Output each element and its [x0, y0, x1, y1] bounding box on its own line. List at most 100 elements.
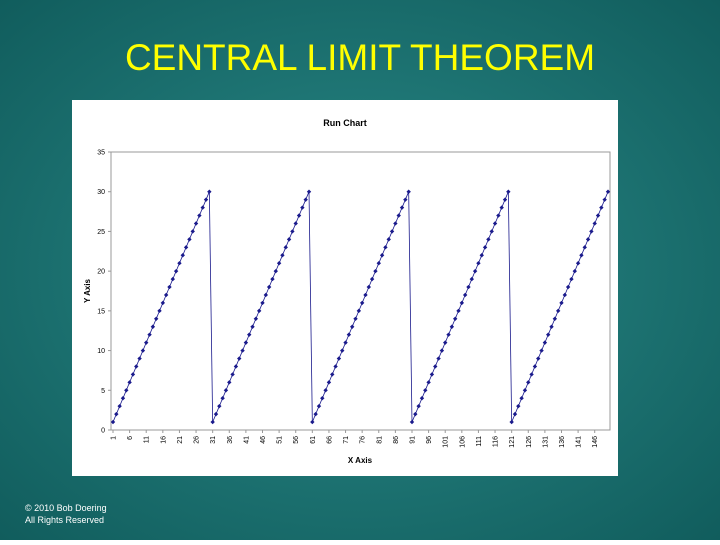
y-tick-label: 20 — [97, 269, 105, 276]
data-point — [210, 419, 215, 425]
data-point — [120, 396, 126, 401]
data-point — [187, 237, 192, 242]
data-point — [539, 348, 544, 353]
data-point — [124, 388, 129, 393]
y-tick-label: 30 — [97, 189, 105, 196]
data-point — [509, 419, 514, 425]
data-point — [190, 229, 195, 234]
data-point — [150, 324, 156, 329]
data-point — [559, 300, 564, 306]
data-point — [266, 284, 272, 290]
data-point — [443, 340, 448, 345]
data-point — [406, 189, 411, 194]
data-point — [605, 189, 611, 194]
data-point — [243, 340, 249, 345]
data-point — [433, 364, 438, 369]
data-point — [256, 308, 262, 314]
data-point — [399, 205, 405, 210]
data-point — [343, 340, 348, 345]
x-tick-label: 36 — [227, 436, 234, 444]
data-point — [459, 300, 465, 306]
data-point — [316, 403, 322, 409]
data-point — [472, 268, 478, 274]
data-point — [213, 411, 219, 417]
x-tick-label: 26 — [194, 436, 201, 444]
x-tick-label: 136 — [559, 436, 566, 448]
x-tick-label: 76 — [360, 436, 367, 444]
y-tick-label: 25 — [97, 229, 105, 236]
data-point — [379, 253, 385, 258]
data-point — [479, 253, 484, 258]
data-point — [153, 316, 159, 321]
chart-area — [72, 100, 618, 476]
data-point — [542, 340, 548, 345]
data-point — [456, 308, 461, 314]
data-point — [323, 388, 328, 393]
x-tick-label: 61 — [310, 436, 317, 444]
x-tick-label: 121 — [509, 436, 516, 448]
x-tick-label: 21 — [177, 436, 184, 444]
data-point — [506, 189, 511, 194]
data-point — [286, 237, 292, 242]
data-point — [376, 261, 381, 266]
data-point — [602, 197, 607, 202]
data-point — [366, 284, 372, 290]
data-point — [476, 261, 481, 266]
data-point — [173, 268, 179, 274]
data-point — [363, 292, 368, 298]
data-point — [320, 396, 325, 401]
x-tick-label: 41 — [243, 436, 250, 444]
x-tick-label: 86 — [393, 436, 400, 444]
chart-title: Run Chart — [323, 118, 367, 128]
data-point — [217, 403, 222, 409]
data-point — [147, 332, 152, 337]
data-point — [110, 419, 116, 425]
data-point — [303, 197, 308, 202]
data-point — [253, 316, 259, 321]
data-point — [200, 205, 205, 210]
data-point — [466, 284, 471, 290]
data-point — [502, 197, 508, 202]
data-point — [589, 229, 594, 234]
y-tick-label: 5 — [101, 388, 105, 395]
data-point — [134, 364, 139, 369]
data-point — [180, 253, 185, 258]
plot-frame — [110, 151, 611, 431]
data-point — [579, 253, 584, 258]
data-point — [260, 300, 265, 306]
data-point — [263, 292, 269, 298]
data-point — [592, 221, 597, 226]
x-tick-label: 11 — [144, 436, 151, 443]
x-tick-label: 96 — [426, 436, 433, 444]
data-point — [446, 332, 451, 337]
data-point — [512, 411, 518, 417]
data-point — [429, 372, 435, 377]
data-point — [595, 213, 601, 218]
x-tick-label: 16 — [160, 436, 167, 444]
data-point — [469, 276, 474, 282]
data-point — [280, 253, 285, 258]
data-point — [436, 356, 441, 361]
data-point — [273, 268, 278, 274]
x-tick-label: 146 — [592, 436, 599, 448]
data-point — [353, 316, 358, 321]
x-tick-label: 111 — [476, 436, 483, 447]
slide-title: CENTRAL LIMIT THEOREM — [125, 37, 595, 78]
y-tick-label: 35 — [97, 150, 105, 157]
data-point — [333, 364, 338, 369]
data-point — [552, 316, 558, 321]
y-tick-label: 15 — [97, 308, 105, 315]
data-point — [310, 419, 315, 425]
x-tick-label: 131 — [542, 436, 549, 448]
data-point — [526, 380, 531, 385]
data-point — [482, 245, 488, 250]
data-point — [522, 388, 528, 393]
data-point — [140, 348, 146, 353]
x-tick-label: 66 — [326, 436, 333, 444]
x-tick-label: 31 — [210, 436, 217, 444]
data-point — [227, 380, 232, 385]
data-point — [130, 372, 136, 377]
x-tick-label: 141 — [576, 436, 583, 448]
